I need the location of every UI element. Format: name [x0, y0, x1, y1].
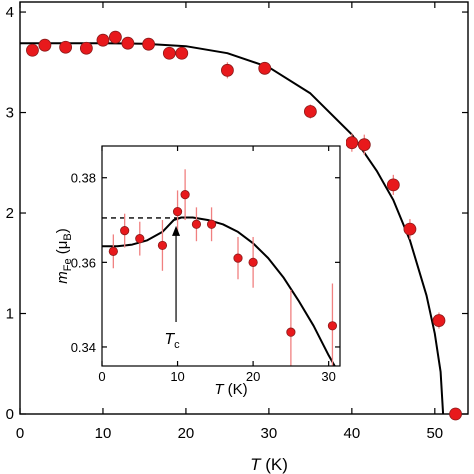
main-chart: 0 10 20 30 40 50 0 1 2 3 4 T (K): [6, 1, 469, 474]
inset-y-tick-label: 0.38: [71, 171, 96, 186]
tc-label-subscript: c: [174, 339, 180, 351]
main-data-point: [345, 136, 359, 150]
main-x-tick-label: 10: [95, 425, 112, 442]
inset-data-point: [157, 240, 168, 251]
main-data-point: [59, 40, 73, 54]
main-x-axis-title-symbol: T: [250, 455, 262, 474]
inset-y-tick-label: 0.34: [71, 340, 96, 355]
inset-y-tick-label: 0.36: [71, 255, 96, 270]
inset-x-axis-title: T (K): [214, 381, 247, 398]
inset-data-point: [206, 219, 217, 229]
main-y-axis-ticks: 0 1 2 3 4: [6, 4, 468, 423]
main-data-point: [162, 46, 176, 60]
inset-x-tick-label: 30: [321, 369, 335, 384]
main-x-axis-ticks: 0 10 20 30 40 50: [16, 2, 443, 442]
main-data-point: [221, 63, 234, 77]
inset-data-point: [135, 234, 145, 244]
tc-label: Tc: [164, 331, 180, 351]
main-x-tick-label: 50: [426, 425, 443, 442]
inset-data-point: [180, 190, 190, 200]
inset-y-axis-title-symbol: m: [54, 271, 71, 284]
inset-data-point: [191, 219, 202, 229]
main-plot-frame: [19, 1, 469, 415]
inset-y-axis-title-unit: (μ: [54, 241, 71, 259]
inset-y-axis-ticks: 0.34 0.36 0.38: [71, 171, 340, 355]
inset-data-point: [108, 246, 118, 256]
inset-x-tick-label: 10: [170, 369, 184, 384]
main-x-tick-label: 30: [261, 425, 278, 442]
inset-data-point: [172, 206, 183, 217]
main-data-point: [142, 37, 155, 51]
main-data-point: [386, 178, 400, 192]
tc-label-symbol: T: [164, 331, 175, 348]
inset-x-axis-ticks: 0 10 20 30: [98, 146, 336, 384]
main-x-tick-label: 0: [16, 425, 24, 442]
main-data-point: [121, 36, 135, 50]
inset-plot-frame: [101, 145, 341, 367]
main-data-point: [38, 38, 52, 52]
main-data-point: [303, 105, 317, 118]
main-data-point: [79, 41, 93, 55]
inset-background: [52, 140, 346, 384]
inset-y-axis-title-sub2: B: [62, 233, 74, 240]
main-data-point: [403, 222, 417, 236]
main-x-axis-title: T (K): [250, 455, 288, 474]
inset-x-tick-label: 20: [246, 369, 260, 384]
main-series: [20, 30, 462, 421]
main-data-point: [357, 138, 371, 152]
inset-y-axis-title-end: ): [54, 228, 71, 233]
inset-data-point: [233, 253, 243, 263]
main-y-tick-label: 4: [6, 4, 14, 21]
inset-data-point: [327, 321, 338, 331]
main-y-tick-label: 3: [6, 105, 14, 122]
main-data-point: [432, 314, 446, 327]
main-x-tick-label: 20: [178, 425, 195, 442]
inset-data-point: [248, 257, 258, 267]
main-data-point: [96, 33, 110, 47]
inset-x-axis-title-symbol: T: [214, 381, 225, 398]
main-x-tick-label: 40: [344, 425, 361, 442]
inset-data-point: [120, 226, 130, 236]
inset-tc-annotation: Tc: [164, 225, 181, 351]
inset-y-axis-title-sub: Fe: [62, 258, 74, 271]
tc-arrow-head: [172, 225, 181, 236]
main-data-point: [449, 407, 462, 421]
main-y-tick-label: 2: [6, 205, 14, 222]
inset-data-point: [286, 327, 296, 337]
inset-series: [102, 169, 338, 367]
main-y-tick-label: 1: [6, 306, 14, 323]
main-data-point: [26, 43, 39, 57]
main-data-point: [258, 61, 272, 75]
inset-x-axis-title-unit: (K): [224, 381, 248, 398]
main-data-point: [175, 46, 189, 60]
main-y-tick-label: 0: [6, 406, 14, 423]
inset-y-axis-title: mFe (μB): [54, 228, 74, 284]
inset-x-tick-label: 0: [98, 369, 105, 384]
main-data-point: [109, 30, 122, 44]
inset-chart: Tc 0 10 20 30 0.34 0.36 0.38 T (K) mFe (μB): [52, 140, 346, 398]
main-x-axis-title-unit: (K): [261, 455, 288, 474]
